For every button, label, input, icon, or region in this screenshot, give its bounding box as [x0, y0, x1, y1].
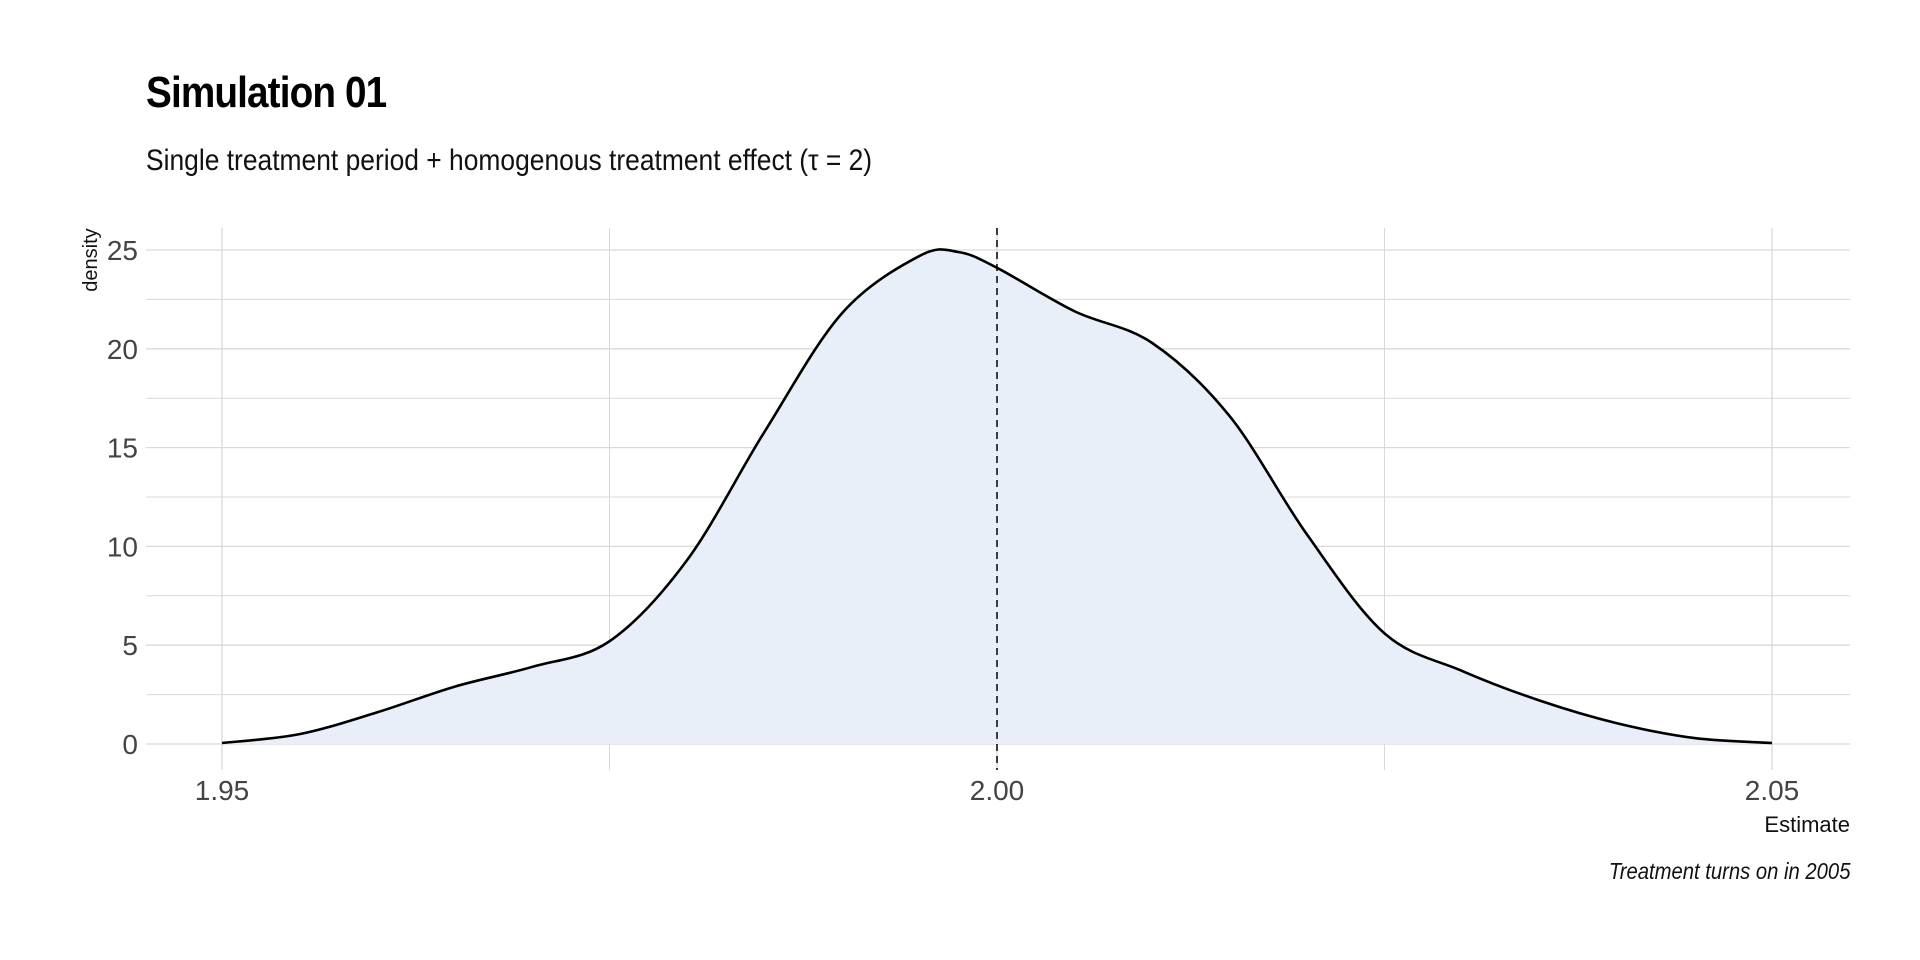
chart-subtitle: Single treatment period + homogenous tre…: [146, 144, 873, 177]
x-axis-ticks: 1.95 2.00 2.05: [195, 775, 1800, 806]
x-tick-label: 2.00: [970, 775, 1025, 806]
chart-title: Simulation 01: [146, 68, 387, 117]
y-tick-label: 20: [107, 334, 138, 365]
x-tick-label: 2.05: [1745, 775, 1800, 806]
y-tick-label: 10: [107, 531, 138, 562]
y-axis-ticks: 0 5 10 15 20 25: [107, 235, 138, 760]
x-axis-label: Estimate: [1764, 812, 1850, 837]
density-curve: [221, 248, 1773, 745]
y-tick-label: 25: [107, 235, 138, 266]
y-tick-label: 15: [107, 433, 138, 464]
chart-caption: Treatment turns on in 2005: [1608, 858, 1850, 884]
x-tick-label: 1.95: [195, 775, 250, 806]
y-tick-label: 0: [122, 729, 138, 760]
y-axis-label: density: [80, 228, 102, 291]
y-tick-label: 5: [122, 630, 138, 661]
